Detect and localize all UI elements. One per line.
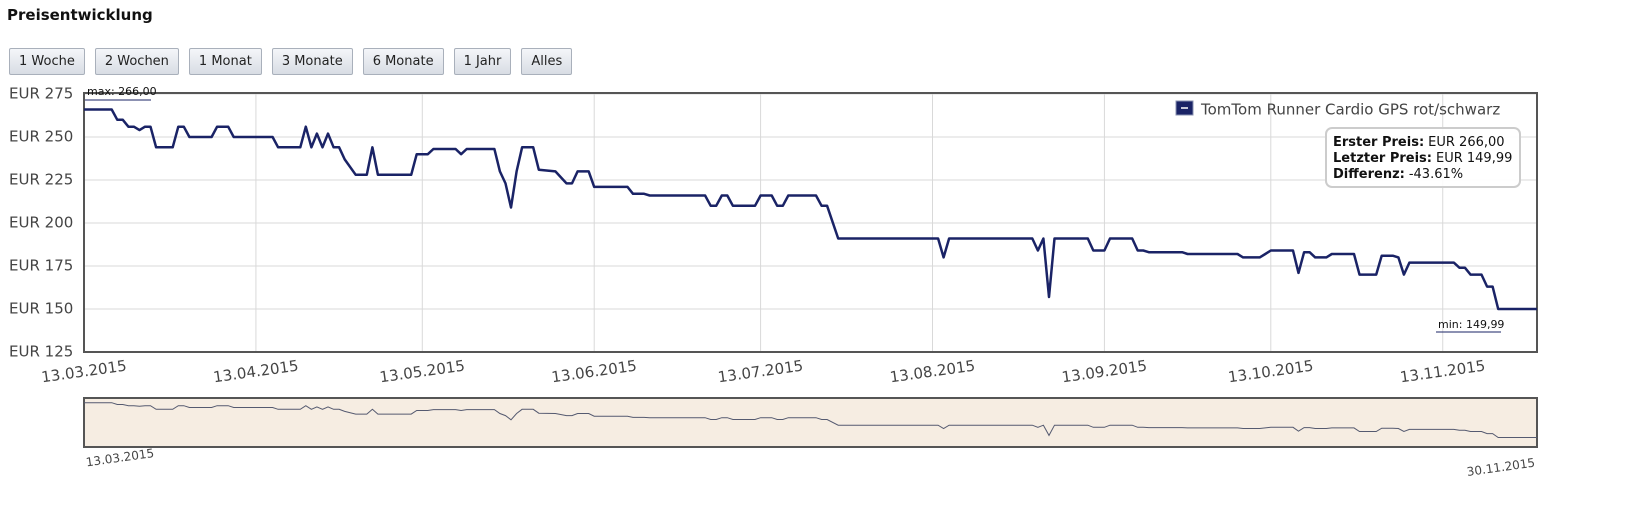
x-tick-label: 13.04.2015 [212, 357, 300, 387]
x-tick-label: 13.07.2015 [717, 357, 805, 387]
min-label: min: 149,99 [1438, 318, 1504, 331]
range-button[interactable]: Alles [521, 48, 573, 75]
info-value: EUR 266,00 [1428, 135, 1504, 150]
page-title: Preisentwicklung [7, 6, 153, 24]
plot-frame [83, 92, 1538, 353]
y-tick-label: EUR 250 [9, 128, 73, 146]
x-tick-label: 13.08.2015 [889, 357, 977, 387]
navigator-line [84, 402, 1537, 438]
x-tick-label: 13.09.2015 [1061, 357, 1149, 387]
price-line [84, 108, 1537, 311]
y-tick-label: EUR 150 [9, 300, 73, 318]
x-tick-label: 13.03.2015 [40, 357, 128, 387]
info-row: Erster Preis: EUR 266,00 [1333, 135, 1505, 150]
x-tick-label: 13.11.2015 [1399, 357, 1487, 387]
range-button[interactable]: 1 Monat [188, 48, 262, 75]
info-value: EUR 149,99 [1436, 151, 1512, 166]
info-label: Erster Preis: [1333, 135, 1424, 150]
range-button[interactable]: 3 Monate [271, 48, 353, 75]
x-tick-label: 13.05.2015 [378, 357, 466, 387]
y-tick-label: EUR 275 [9, 85, 73, 103]
range-button[interactable]: 2 Wochen [94, 48, 179, 75]
y-tick-label: EUR 125 [9, 343, 73, 361]
info-row: Differenz: -43.61% [1333, 167, 1463, 182]
y-tick-label: EUR 175 [9, 257, 73, 275]
legend-label: TomTom Runner Cardio GPS rot/schwarz [1200, 101, 1500, 119]
y-tick-label: EUR 225 [9, 171, 73, 189]
x-tick-label: 13.10.2015 [1227, 357, 1315, 387]
y-tick-label: EUR 200 [9, 214, 73, 232]
max-label: max: 266,00 [87, 85, 157, 98]
info-box [1325, 127, 1521, 188]
navigator-start-label: 13.03.2015 [85, 446, 155, 469]
navigator [83, 397, 1538, 448]
info-label: Differenz: [1333, 167, 1405, 182]
info-row: Letzter Preis: EUR 149,99 [1333, 151, 1512, 166]
info-label: Letzter Preis: [1333, 151, 1432, 166]
navigator-end-label: 30.11.2015 [1466, 456, 1536, 479]
range-buttons: 1 Woche 2 Wochen 1 Monat 3 Monate 6 Monate 1 … [9, 48, 573, 75]
info-value: -43.61% [1409, 167, 1463, 182]
range-button[interactable]: 1 Jahr [453, 48, 512, 75]
range-button[interactable]: 1 Woche [9, 48, 85, 75]
range-button[interactable]: 6 Monate [362, 48, 444, 75]
x-tick-label: 13.06.2015 [550, 357, 638, 387]
